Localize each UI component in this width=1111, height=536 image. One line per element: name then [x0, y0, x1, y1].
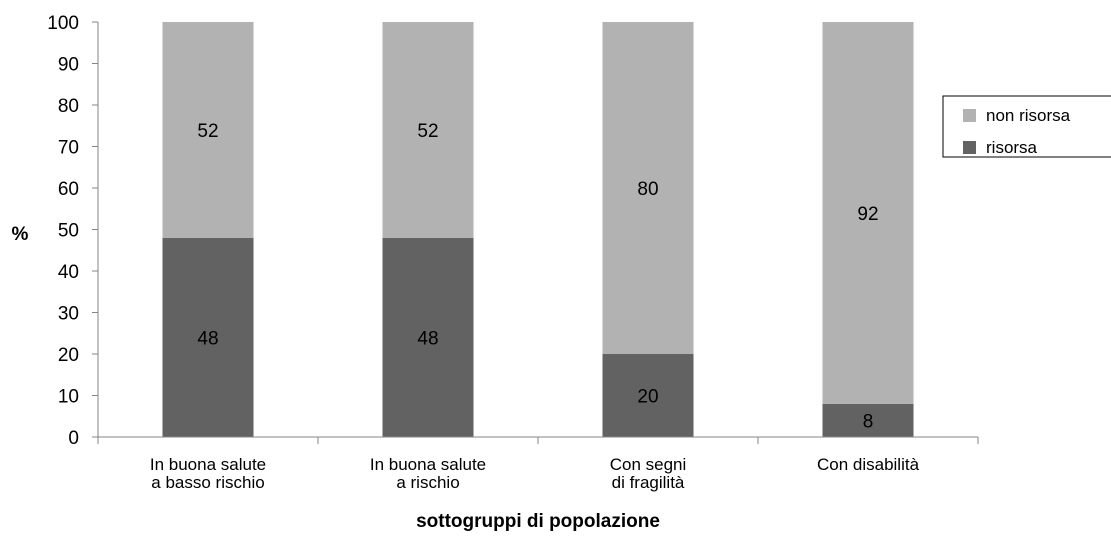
- bar-non-risorsa-0: [162, 22, 254, 238]
- y-tick-label-50: 50: [58, 221, 79, 242]
- legend-label-non-risorsa: non risorsa: [986, 106, 1071, 125]
- legend: non risorsa risorsa: [942, 95, 1111, 158]
- y-axis-label: %: [12, 224, 29, 245]
- legend-label-risorsa: risorsa: [986, 138, 1038, 157]
- bars-layer: [162, 22, 914, 437]
- y-tick-label-70: 70: [58, 138, 79, 159]
- axes-layer: 0 10 20 30 40 50 60 70 80 90 100: [47, 13, 979, 449]
- labels-layer: 48 52 48 52 20 80 8 92 In buona salute a basso ri…: [150, 121, 920, 492]
- bar-risorsa-2: [602, 354, 694, 437]
- legend-swatch-non-risorsa: [963, 109, 976, 122]
- data-label-non-risorsa-3: 92: [857, 204, 878, 225]
- bar-risorsa-0: [162, 237, 254, 437]
- legend-swatch-risorsa: [963, 141, 976, 154]
- x-tick-label-3: Con disabilità: [817, 455, 920, 474]
- y-tick-label-60: 60: [58, 179, 79, 200]
- y-tick-label-80: 80: [58, 96, 79, 117]
- bar-risorsa-3: [822, 403, 914, 437]
- x-tick-label-1: In buona salute a rischio: [370, 455, 486, 492]
- y-tick-label-90: 90: [58, 55, 79, 76]
- data-label-risorsa-0: 48: [197, 328, 218, 349]
- x-tick-label-0: In buona salute a basso rischio: [150, 455, 266, 492]
- y-tick-label-40: 40: [58, 262, 79, 283]
- data-label-risorsa-1: 48: [417, 328, 438, 349]
- x-tick-label-2: Con segni di fragilità: [610, 455, 687, 492]
- x-axis-label: sottogruppi di popolazione: [416, 511, 660, 532]
- bar-non-risorsa-3: [822, 22, 914, 404]
- bar-non-risorsa-2: [602, 22, 694, 354]
- y-tick-label-30: 30: [58, 304, 79, 325]
- bar-non-risorsa-1: [382, 22, 474, 238]
- bar-risorsa-1: [382, 237, 474, 437]
- data-label-non-risorsa-1: 52: [417, 121, 438, 142]
- data-label-risorsa-3: 8: [863, 411, 874, 432]
- y-tick-label-10: 10: [58, 387, 79, 408]
- data-label-non-risorsa-2: 80: [637, 179, 658, 200]
- data-label-risorsa-2: 20: [637, 387, 658, 408]
- y-tick-label-0: 0: [68, 428, 79, 449]
- y-tick-label-100: 100: [47, 13, 79, 34]
- data-label-non-risorsa-0: 52: [197, 121, 218, 142]
- y-tick-label-20: 20: [58, 345, 79, 366]
